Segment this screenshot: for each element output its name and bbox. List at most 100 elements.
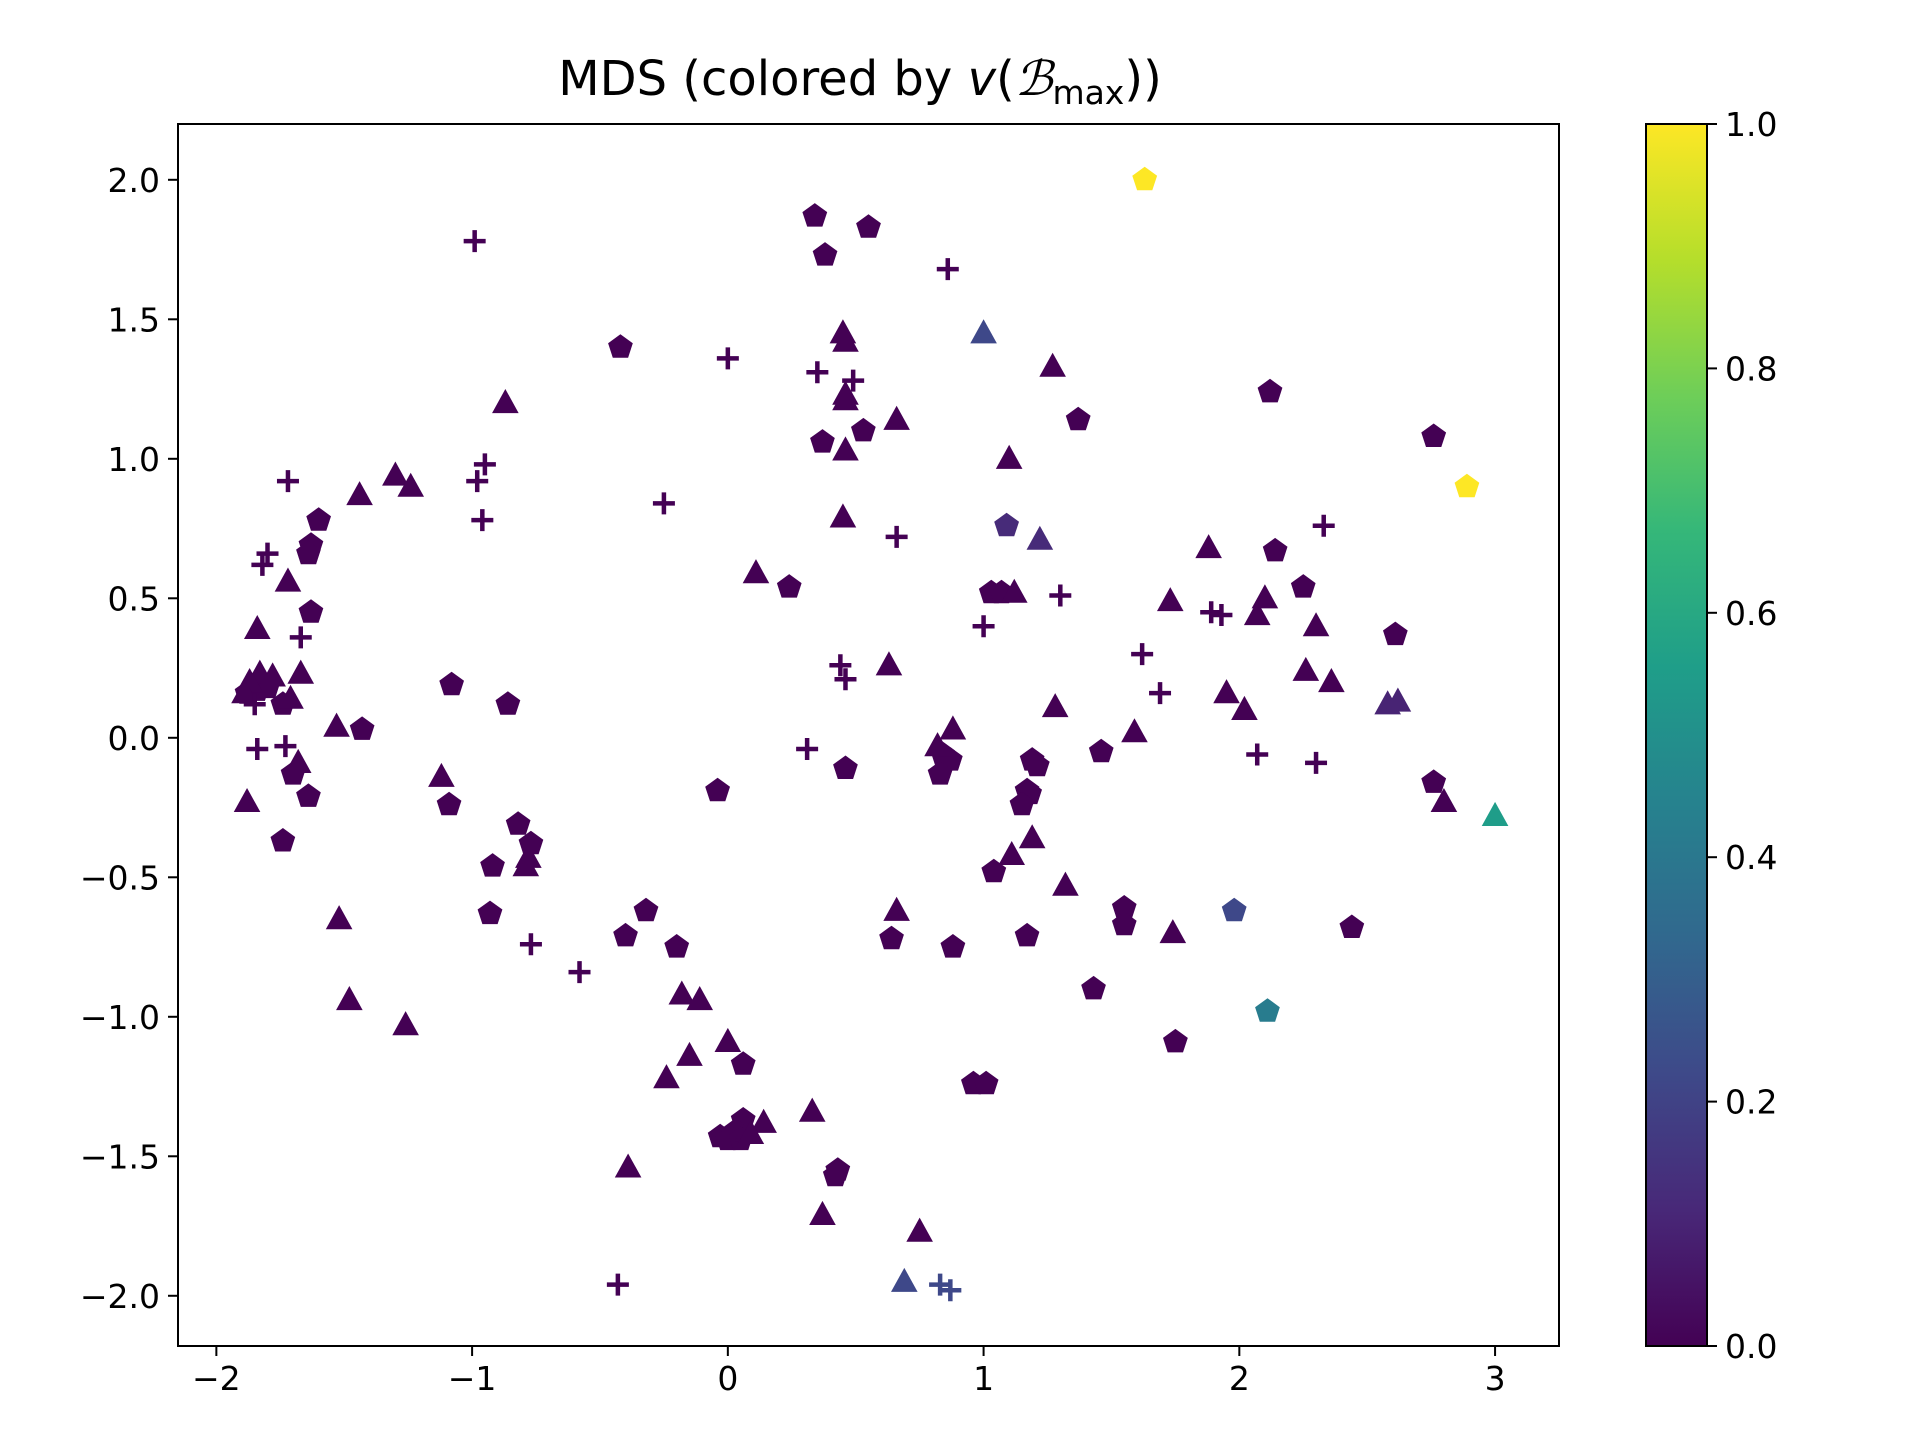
scatter-point-triangle <box>676 1041 703 1066</box>
scatter-point-pentagon <box>1111 911 1137 936</box>
scatter-point-pentagon <box>495 691 521 715</box>
scatter-point-pentagon <box>1081 975 1106 1000</box>
scatter-point-triangle <box>924 732 951 757</box>
scatter-point-pentagon <box>810 429 835 453</box>
scatter-point-plus <box>256 542 279 565</box>
scatter-point-plus <box>289 626 312 649</box>
scatter-point-pentagon <box>1065 406 1091 431</box>
y-tick-label: −1.5 <box>80 1137 160 1176</box>
scatter-point-pentagon <box>776 574 802 598</box>
scatter-point-triangle <box>1251 584 1279 609</box>
scatter-point-pentagon <box>296 783 321 807</box>
scatter-point-triangle <box>1213 679 1240 704</box>
colorbar-tick-label: 0.4 <box>1725 838 1777 877</box>
y-tick-label: 1.5 <box>108 300 160 339</box>
chart-title-v: v <box>968 51 997 107</box>
marks-layer <box>231 166 1509 1302</box>
y-tick-label: −1.0 <box>80 998 160 1037</box>
scatter-point-pentagon <box>439 671 464 696</box>
scatter-point-triangle <box>939 715 967 740</box>
chart-title-sub: max <box>1052 73 1124 112</box>
scatter-point-plus <box>885 525 908 548</box>
scatter-point-pentagon <box>1255 998 1280 1022</box>
scatter-point-triangle <box>323 712 350 737</box>
scatter-point-plus <box>519 933 542 956</box>
scatter-point-plus <box>806 361 829 384</box>
scatter-point-pentagon <box>664 934 690 958</box>
scatter-point-triangle <box>714 1027 742 1052</box>
scatter-point-pentagon <box>1009 791 1035 816</box>
scatter-point-triangle <box>397 472 425 497</box>
scatter-point-triangle <box>287 659 315 684</box>
x-tick-label: 0 <box>717 1359 738 1398</box>
scatter-point-plus <box>606 1273 629 1296</box>
scatter-point-triangle <box>832 436 859 461</box>
scatter-point-pentagon <box>879 925 904 950</box>
x-tick-label: 2 <box>1229 1359 1250 1398</box>
scatter-point-pentagon <box>436 791 462 816</box>
scatter-point-triangle <box>492 388 519 414</box>
scatter-point-plus <box>463 230 486 253</box>
scatter-point-plus <box>568 961 591 984</box>
scatter-point-triangle <box>1430 787 1458 813</box>
scatter-point-pentagon <box>1111 895 1137 919</box>
scatter-point-triangle <box>832 386 859 411</box>
scatter-point-triangle <box>883 896 910 921</box>
scatter-point-triangle <box>259 662 286 687</box>
scatter-point-triangle <box>1052 871 1079 896</box>
scatter-point-pentagon <box>812 242 838 266</box>
scatter-point-triangle <box>392 1011 419 1036</box>
scatter-point-triangle <box>742 559 770 584</box>
scatter-point-plus <box>1200 601 1223 624</box>
scatter-point-triangle <box>1156 587 1184 612</box>
scatter-point-pentagon <box>1421 769 1447 793</box>
scatter-point-plus <box>251 553 274 576</box>
scatter-point-pentagon <box>1339 914 1365 938</box>
scatter-point-plus <box>1149 682 1172 705</box>
scatter-point-pentagon <box>940 934 966 958</box>
scatter-point-triangle <box>512 852 540 877</box>
scatter-point-triangle <box>1121 718 1148 743</box>
scatter-point-pentagon <box>613 922 638 947</box>
x-tick-label: −1 <box>448 1359 497 1398</box>
scatter-point-plus <box>936 258 959 281</box>
colorbar-tick-label: 0.0 <box>1725 1327 1777 1366</box>
colorbar-tick-label: 0.8 <box>1725 349 1777 388</box>
scatter-point-triangle <box>737 1119 765 1145</box>
scatter-point-pentagon <box>349 716 375 740</box>
scatter-point-pentagon <box>296 540 321 565</box>
scatter-point-pentagon <box>518 830 544 855</box>
y-tick-label: 2.0 <box>108 161 160 200</box>
chart-title-B: ℬ <box>1015 51 1056 107</box>
scatter-point-triangle <box>614 1153 642 1178</box>
scatter-point-triangle <box>1384 687 1412 712</box>
scatter-point-triangle <box>883 405 910 430</box>
scatter-point-plus <box>1049 584 1072 607</box>
scatter-point-triangle <box>1292 656 1320 681</box>
scatter-point-plus <box>276 470 299 493</box>
scatter-point-pentagon <box>1262 537 1288 562</box>
scatter-point-triangle <box>995 444 1023 469</box>
scatter-point-plus <box>652 492 675 515</box>
scatter-point-triangle <box>998 840 1026 866</box>
scatter-point-plus <box>466 470 489 493</box>
scatter-point-triangle <box>346 481 373 506</box>
scatter-point-pentagon <box>833 755 858 779</box>
x-tick-label: −2 <box>192 1359 241 1398</box>
chart-title-close: )) <box>1124 51 1161 107</box>
scatter-point-pentagon <box>1257 378 1283 403</box>
scatter-point-pentagon <box>633 897 659 922</box>
colorbar-axis: 0.0 0.2 0.4 0.6 0.8 1.0 <box>1707 105 1777 1366</box>
scatter-point-triangle <box>1195 534 1222 559</box>
scatter-point-pentagon <box>477 900 503 925</box>
x-tick-label: 1 <box>973 1359 994 1398</box>
chart-title: MDS (colored by v(ℬmax)) <box>558 51 1162 112</box>
colorbar-tick-label: 1.0 <box>1725 105 1777 144</box>
scatter-point-pentagon <box>1421 423 1447 447</box>
x-tick-label: 3 <box>1485 1359 1506 1398</box>
scatter-point-plus <box>243 693 266 716</box>
scatter-point-pentagon <box>1132 166 1158 191</box>
scatter-point-pentagon <box>1290 574 1316 598</box>
scatter-point-triangle <box>653 1064 680 1089</box>
